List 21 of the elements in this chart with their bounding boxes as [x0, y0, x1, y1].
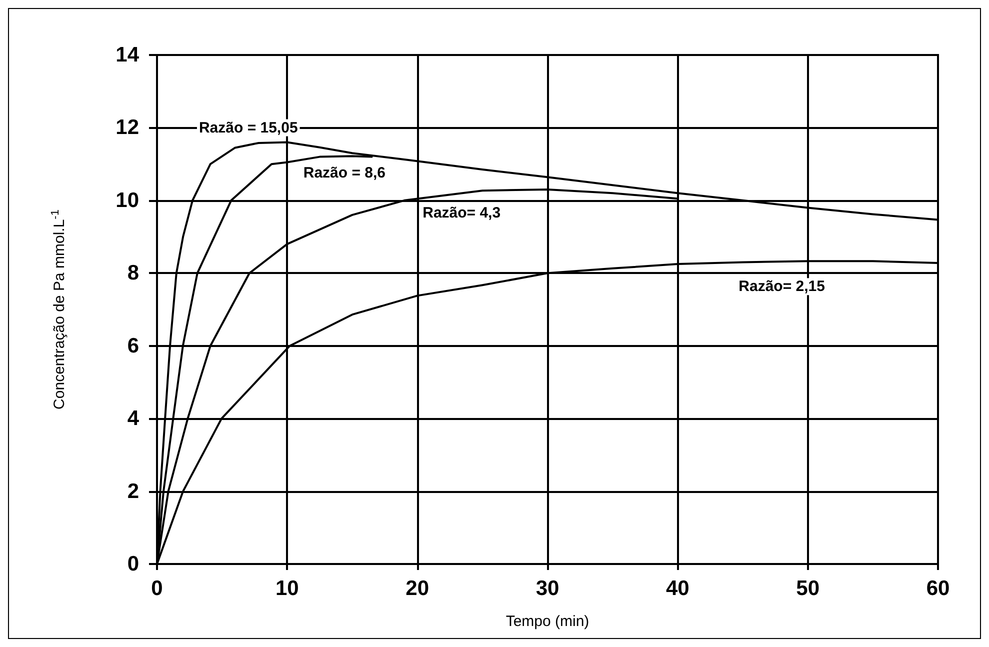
x-tick-label: 20 [406, 577, 430, 600]
x-tick-label: 10 [275, 577, 299, 600]
x-axis-title: Tempo (min) [506, 613, 590, 630]
series-label: Razão = 8,6 [303, 164, 386, 182]
y-tick-label: 6 [127, 334, 139, 358]
x-tick-label: 50 [796, 577, 820, 600]
y-tick-label: 4 [127, 407, 140, 430]
x-tick-label: 60 [926, 577, 950, 600]
y-tick-label: 2 [127, 480, 139, 503]
x-tick-label: 40 [666, 577, 690, 600]
y-tick-label: 0 [127, 552, 139, 576]
x-tick-label: 0 [151, 577, 163, 600]
x-tick-label: 30 [536, 577, 560, 600]
series-label: Razão= 4,3 [422, 204, 501, 222]
series-label: Razão= 2,15 [738, 278, 825, 296]
y-tick-label: 12 [116, 116, 139, 140]
series-label: Razão = 15,05 [198, 119, 298, 136]
y-tick-label: 14 [116, 44, 140, 66]
y-tick-label: 10 [116, 188, 139, 212]
y-tick-label: 8 [127, 262, 140, 285]
y-axis-title: Concentração de Pa mmol.L-1 [50, 210, 68, 410]
